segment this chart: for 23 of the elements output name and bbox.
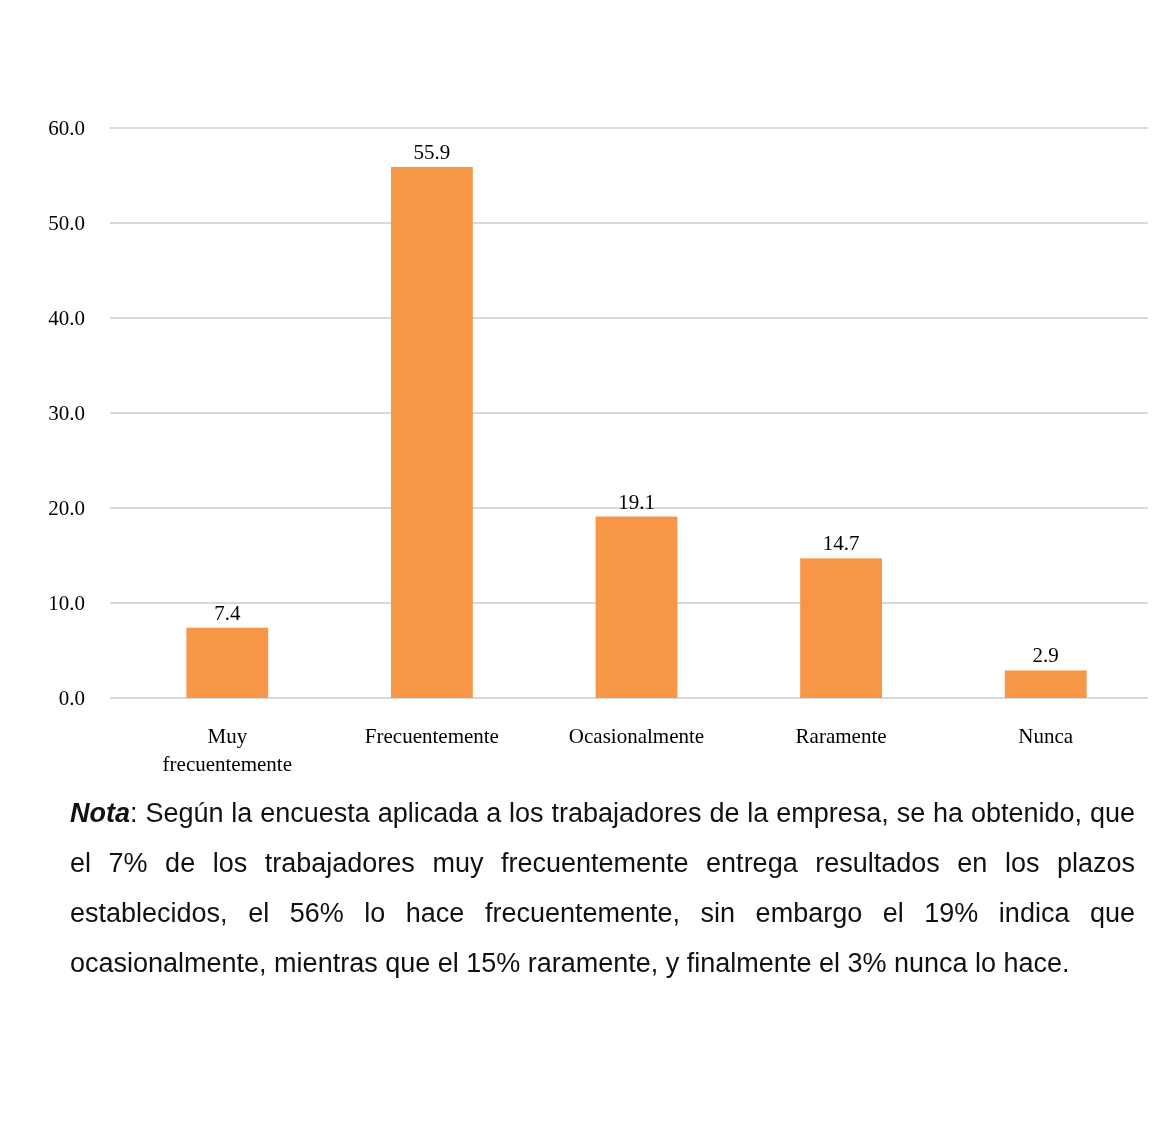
x-tick-label: Frecuentemente: [364, 724, 499, 748]
y-tick-label: 50.0: [48, 211, 85, 236]
x-tick-label: Muy frecuentemente: [162, 724, 293, 776]
bar: [800, 558, 883, 698]
data-label: 2.9: [1032, 643, 1059, 668]
bar: [390, 166, 473, 698]
data-label: 14.7: [822, 531, 860, 556]
y-tick-label: 0.0: [58, 686, 85, 711]
data-label: 7.4: [214, 600, 241, 625]
text: Nota: Según la encuesta aplicada a los trabajadores de la empresa, se ha obtenido, que el 7% de los trabajadores muy frecuentemente entrega resultados en los plazos establecidos, el 56% lo hace frecuentemente, sin embargo el 19% indica que ocasionalmente, mientras que el 15% raramente, y finalmente el 3% nunca lo hace.: [70, 797, 1135, 980]
x-tick-label: Nunca: [1018, 724, 1074, 748]
x-tick-label: Ocasionalmente: [568, 724, 705, 748]
x-tick-label: Raramente: [795, 724, 887, 748]
y-tick-label: 10.0: [48, 591, 85, 616]
bar: [186, 627, 269, 698]
y-tick-label: 40.0: [48, 306, 85, 331]
bar: [1004, 670, 1087, 698]
data-label: 19.1: [618, 489, 655, 514]
y-tick-label: 60.0: [48, 116, 85, 141]
data-label: 55.9: [413, 139, 451, 164]
bar: [595, 516, 678, 698]
y-tick-label: 30.0: [48, 401, 85, 426]
y-tick-label: 20.0: [48, 496, 85, 521]
